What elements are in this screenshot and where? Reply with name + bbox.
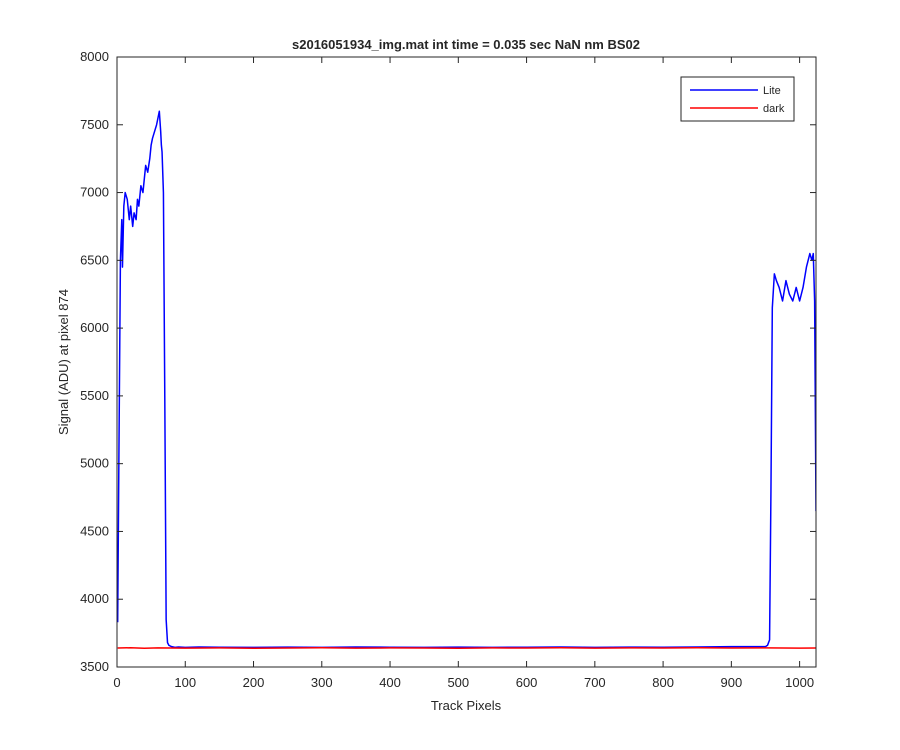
x-tick-label: 200: [243, 675, 265, 690]
x-tick-label: 700: [584, 675, 606, 690]
y-tick-label: 6500: [80, 252, 109, 267]
chart-title: s2016051934_img.mat int time = 0.035 sec…: [292, 37, 640, 52]
x-axis: 0 100 200 300 400 500 600 700 800 900 1000: [113, 57, 814, 690]
x-tick-label: 0: [113, 675, 120, 690]
x-tick-label: 300: [311, 675, 333, 690]
y-tick-label: 5000: [80, 456, 109, 471]
y-tick-label: 8000: [80, 49, 109, 64]
x-tick-label: 400: [379, 675, 401, 690]
y-tick-label: 4500: [80, 523, 109, 538]
y-tick-label: 7500: [80, 117, 109, 132]
x-tick-label: 500: [447, 675, 469, 690]
y-tick-label: 7000: [80, 185, 109, 200]
x-axis-label: Track Pixels: [431, 698, 502, 713]
y-tick-label: 4000: [80, 591, 109, 606]
y-tick-label: 3500: [80, 659, 109, 674]
y-axis: 3500 4000 4500 5000 5500 6000 6500 7000 7500 8000: [80, 49, 816, 674]
y-tick-label: 5500: [80, 388, 109, 403]
series-line-dark: [117, 647, 816, 650]
y-axis-label: Signal (ADU) at pixel 874: [56, 289, 71, 435]
axes-box: [116, 56, 817, 668]
legend-label-dark: dark: [763, 103, 785, 115]
y-tick-label: 6000: [80, 320, 109, 335]
x-tick-label: 800: [652, 675, 674, 690]
x-tick-label: 900: [721, 675, 743, 690]
series-group: [117, 110, 816, 650]
legend-box: [680, 76, 795, 122]
x-tick-label: 100: [174, 675, 196, 690]
x-tick-label: 600: [516, 675, 538, 690]
legend: Lite dark: [680, 76, 795, 122]
plot-area: [117, 57, 816, 667]
x-tick-label: 1000: [785, 675, 814, 690]
legend-label-lite: Lite: [763, 85, 781, 97]
series-line-lite: [117, 110, 816, 649]
